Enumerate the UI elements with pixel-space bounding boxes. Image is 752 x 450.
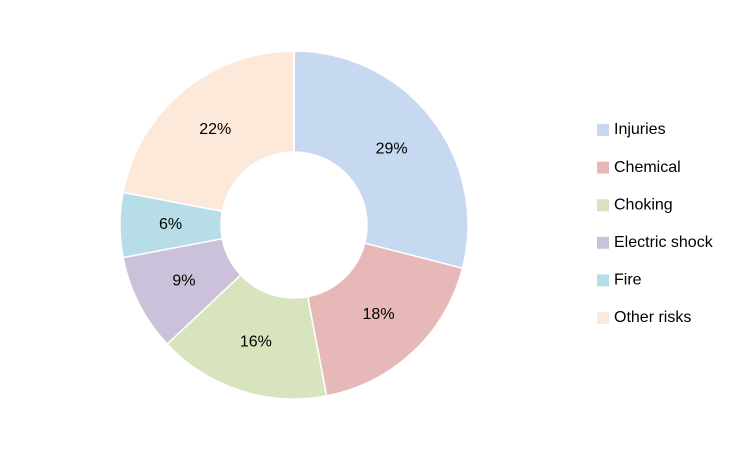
data-label: 18%	[363, 306, 395, 323]
legend-label: Other risks	[614, 309, 691, 326]
data-label: 9%	[172, 272, 195, 289]
legend-label: Choking	[614, 196, 673, 213]
data-label: 29%	[376, 141, 408, 158]
legend-swatch	[597, 161, 609, 174]
legend-label: Chemical	[614, 159, 681, 176]
legend-label: Electric shock	[614, 234, 714, 251]
donut-slice	[166, 273, 328, 400]
data-label: 6%	[159, 216, 182, 233]
legend-swatch	[597, 199, 609, 212]
legend-swatch	[597, 274, 609, 287]
legend-swatch	[597, 312, 609, 324]
donut-slice	[306, 242, 464, 397]
legend-label: Injuries	[614, 121, 666, 138]
legend-swatch	[597, 124, 609, 136]
legend-label: Fire	[614, 272, 642, 289]
data-label: 22%	[199, 121, 231, 138]
data-label: 16%	[240, 334, 272, 351]
donut-slice	[122, 50, 295, 213]
donut-slice	[293, 50, 469, 270]
legend-swatch	[597, 236, 609, 249]
